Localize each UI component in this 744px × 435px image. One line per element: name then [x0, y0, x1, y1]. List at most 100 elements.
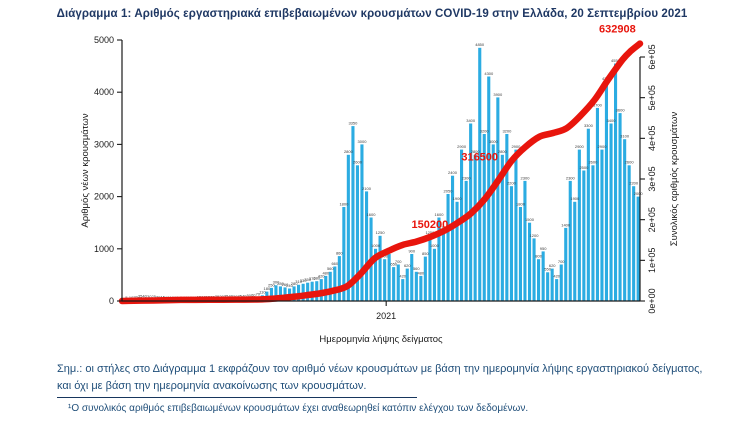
- svg-text:632908: 632908: [599, 24, 636, 36]
- svg-text:2800: 2800: [344, 149, 354, 154]
- svg-text:60: 60: [251, 292, 256, 297]
- svg-text:3600: 3600: [616, 108, 626, 113]
- svg-text:3400: 3400: [607, 118, 617, 123]
- svg-text:560: 560: [413, 266, 420, 271]
- svg-text:50: 50: [247, 293, 252, 298]
- svg-text:316500: 316500: [461, 151, 498, 163]
- svg-text:3200: 3200: [502, 128, 512, 133]
- cumulative-line: [118, 40, 644, 305]
- svg-text:2900: 2900: [457, 144, 467, 149]
- svg-text:0e+00: 0e+00: [647, 288, 657, 313]
- svg-text:35: 35: [224, 294, 229, 299]
- axes: 0 1000 2000 3000 4000 5000 0e+00 1e+05 2e+05 3e+0…: [94, 35, 657, 321]
- svg-text:3000: 3000: [94, 139, 114, 149]
- covid-cases-chart: 1 5 10 20 35 40 30 25 20 15 12 10 10 8 10 12 10 15 18 15 20 2…: [80, 24, 680, 345]
- svg-text:3200: 3200: [480, 128, 490, 133]
- svg-text:420: 420: [553, 274, 560, 279]
- svg-text:280: 280: [291, 281, 298, 286]
- svg-text:30: 30: [147, 294, 152, 299]
- svg-text:20: 20: [156, 294, 161, 299]
- svg-text:420: 420: [318, 274, 325, 279]
- svg-text:3100: 3100: [620, 134, 630, 139]
- svg-text:800: 800: [381, 254, 388, 259]
- svg-text:2600: 2600: [588, 160, 598, 165]
- svg-text:5000: 5000: [94, 35, 114, 45]
- svg-text:4300: 4300: [484, 71, 494, 76]
- svg-text:1600: 1600: [367, 212, 377, 217]
- svg-text:2800: 2800: [471, 149, 481, 154]
- svg-text:1600: 1600: [435, 212, 445, 217]
- svg-text:420: 420: [399, 274, 406, 279]
- svg-text:3300: 3300: [584, 123, 594, 128]
- svg-text:2100: 2100: [362, 186, 372, 191]
- svg-text:5e+05: 5e+05: [647, 85, 657, 110]
- svg-text:3000: 3000: [358, 139, 368, 144]
- svg-text:370: 370: [309, 276, 316, 281]
- svg-text:280: 280: [277, 281, 284, 286]
- svg-text:660: 660: [331, 261, 338, 266]
- svg-text:40: 40: [142, 293, 147, 298]
- svg-text:2000: 2000: [94, 192, 114, 202]
- svg-text:300: 300: [273, 280, 280, 285]
- svg-text:25: 25: [151, 294, 156, 299]
- svg-text:3400: 3400: [466, 118, 476, 123]
- svg-text:900: 900: [408, 248, 415, 253]
- svg-text:2600: 2600: [625, 160, 635, 165]
- svg-text:70: 70: [256, 292, 261, 297]
- svg-text:3350: 3350: [348, 121, 358, 126]
- svg-text:1400: 1400: [561, 222, 571, 227]
- svg-text:40: 40: [228, 293, 233, 298]
- svg-text:3900: 3900: [493, 92, 503, 97]
- svg-text:2300: 2300: [462, 175, 472, 180]
- svg-text:2e+05: 2e+05: [647, 207, 657, 232]
- svg-text:480: 480: [322, 270, 329, 275]
- svg-text:350: 350: [304, 277, 311, 282]
- svg-text:2900: 2900: [575, 144, 585, 149]
- svg-text:860: 860: [336, 251, 343, 256]
- figure-title: Διάγραμμα 1: Αριθμός εργαστηριακά επιβεβ…: [56, 8, 688, 20]
- svg-text:1500: 1500: [525, 217, 535, 222]
- svg-text:650: 650: [390, 262, 397, 267]
- svg-text:620: 620: [404, 263, 411, 268]
- svg-text:6e+05: 6e+05: [647, 44, 657, 69]
- footnote: ¹Ο συνολικός αριθμός επιβεβαιωμένων κρου…: [68, 403, 529, 414]
- svg-text:700: 700: [395, 259, 402, 264]
- svg-text:1000: 1000: [430, 243, 440, 248]
- svg-text:3000: 3000: [489, 139, 499, 144]
- svg-text:1000: 1000: [94, 244, 114, 254]
- svg-text:2600: 2600: [353, 160, 363, 165]
- svg-text:35: 35: [237, 294, 242, 299]
- svg-text:1900: 1900: [570, 196, 580, 201]
- svg-text:2500: 2500: [579, 165, 589, 170]
- svg-text:330: 330: [300, 278, 307, 283]
- footnote-separator: [57, 397, 417, 398]
- svg-text:2021: 2021: [376, 311, 396, 321]
- svg-text:700: 700: [558, 259, 565, 264]
- left-axis-title: Αριθμός νέων κρουσμάτων: [80, 113, 91, 227]
- svg-text:800: 800: [535, 254, 542, 259]
- cumulative-annotations: 150200 316500 632908: [412, 24, 636, 231]
- svg-text:10: 10: [129, 295, 134, 300]
- svg-text:4550: 4550: [611, 58, 621, 63]
- svg-text:250: 250: [268, 282, 275, 287]
- svg-text:850: 850: [422, 251, 429, 256]
- svg-text:1250: 1250: [376, 230, 386, 235]
- svg-text:560: 560: [327, 266, 334, 271]
- svg-text:2000: 2000: [634, 191, 644, 196]
- svg-text:5: 5: [125, 295, 128, 300]
- svg-text:180: 180: [264, 286, 271, 291]
- svg-text:3700: 3700: [593, 102, 603, 107]
- svg-text:4850: 4850: [475, 42, 485, 47]
- svg-text:2050: 2050: [444, 188, 454, 193]
- svg-text:4e+05: 4e+05: [647, 126, 657, 151]
- svg-text:240: 240: [286, 283, 293, 288]
- svg-text:30: 30: [219, 294, 224, 299]
- svg-text:2300: 2300: [566, 175, 576, 180]
- svg-text:950: 950: [540, 246, 547, 251]
- svg-text:260: 260: [282, 282, 289, 287]
- svg-text:1900: 1900: [453, 196, 463, 201]
- svg-text:1250: 1250: [425, 230, 435, 235]
- svg-text:550: 550: [544, 267, 551, 272]
- svg-text:150200: 150200: [412, 219, 449, 231]
- svg-text:1800: 1800: [516, 201, 526, 206]
